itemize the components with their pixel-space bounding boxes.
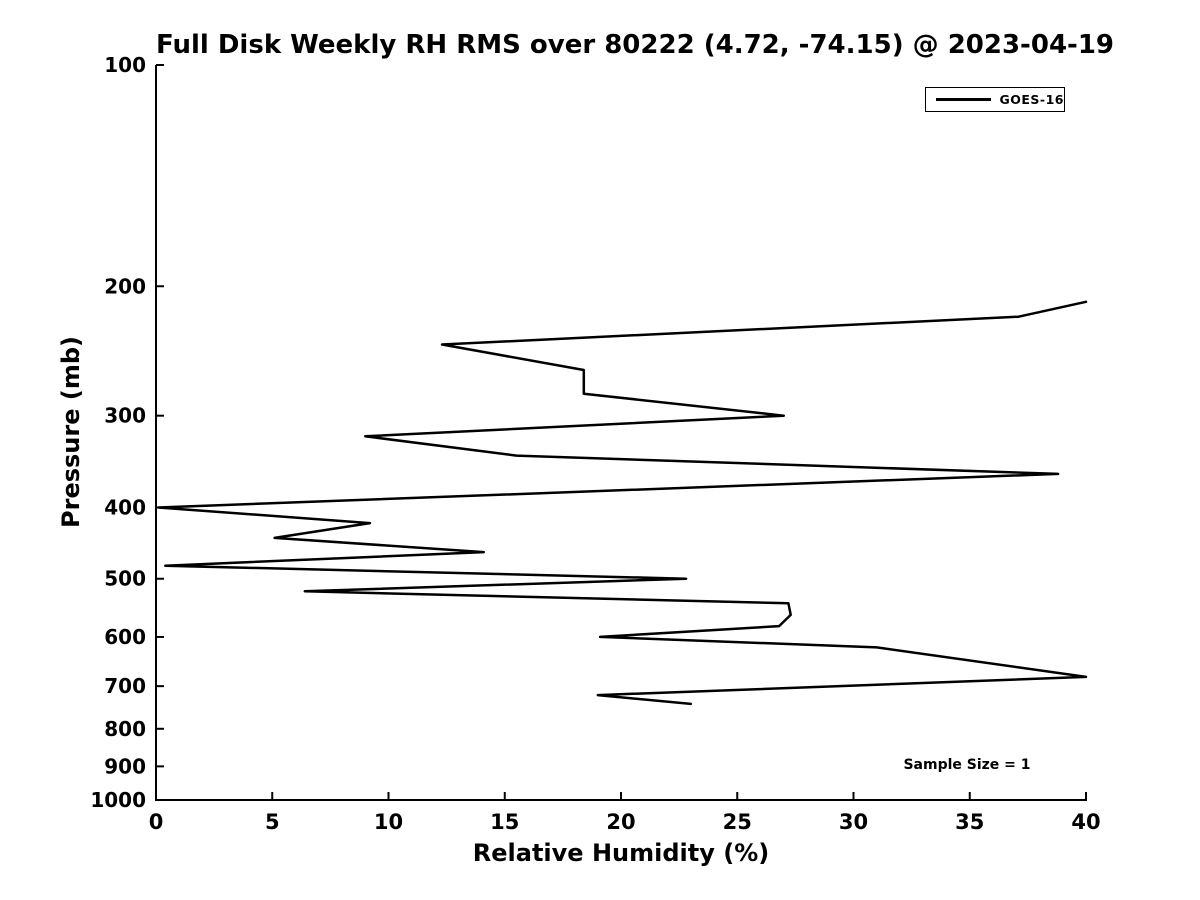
y-tick-label: 500: [104, 567, 146, 591]
legend: GOES-16: [925, 87, 1065, 112]
y-tick-label: 700: [104, 674, 146, 698]
x-axis-label: Relative Humidity (%): [472, 839, 770, 867]
y-tick-label: 100: [104, 53, 146, 77]
y-tick-label: 200: [104, 274, 146, 298]
axis-spines: [155, 65, 1087, 801]
x-tick-label: 35: [955, 810, 984, 834]
legend-line-sample: [936, 98, 992, 101]
chart-title: Full Disk Weekly RH RMS over 80222 (4.72…: [156, 30, 1115, 60]
y-tick-label: 900: [104, 754, 146, 778]
x-tick-label: 30: [839, 810, 868, 834]
x-tick-label: 15: [490, 810, 519, 834]
x-tick-label: 25: [723, 810, 752, 834]
rh-rms-line: [157, 300, 1088, 706]
y-tick-label: 600: [104, 625, 146, 649]
x-tick-label: 20: [606, 810, 635, 834]
sample-size-annotation: Sample Size = 1: [903, 757, 1031, 773]
y-tick-label: 800: [104, 717, 146, 741]
x-tick-label: 10: [374, 810, 403, 834]
y-tick-label: 400: [104, 496, 146, 520]
x-tick-label: 5: [265, 810, 280, 834]
legend-label: GOES-16: [999, 92, 1064, 107]
y-tick-label: 1000: [90, 788, 146, 812]
y-tick-label: 300: [104, 404, 146, 428]
x-tick-label: 0: [149, 810, 164, 834]
x-tick-label: 40: [1071, 810, 1100, 834]
data-series: [157, 300, 1088, 706]
